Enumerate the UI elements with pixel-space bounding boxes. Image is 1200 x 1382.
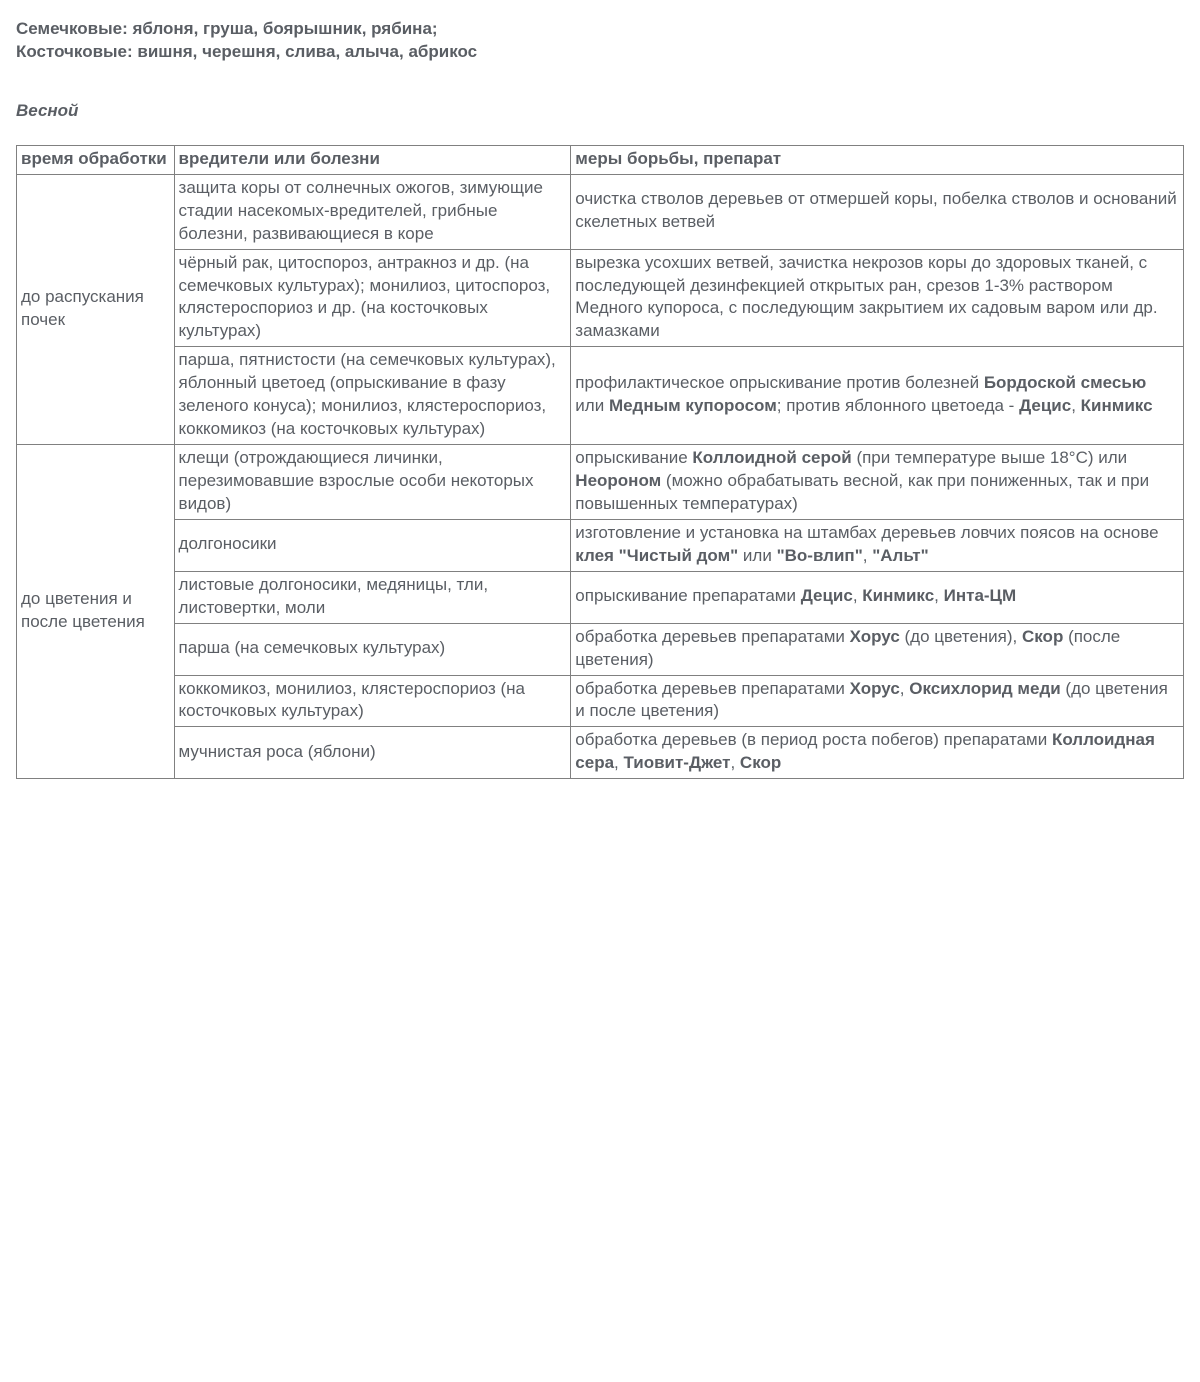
table-row: долгоносикиизготовление и установка на ш… bbox=[17, 519, 1184, 571]
cell-measures: изготовление и установка на штамбах дере… bbox=[571, 519, 1184, 571]
table-row: парша (на семечковых культурах)обработка… bbox=[17, 623, 1184, 675]
table-row: до цветения и после цветенияклещи (отрож… bbox=[17, 445, 1184, 520]
cell-time: до цветения и после цветения bbox=[17, 445, 175, 779]
cell-pests: парша, пятнистости (на семечковых культу… bbox=[174, 347, 571, 445]
table-group: до цветения и после цветенияклещи (отрож… bbox=[17, 445, 1184, 779]
cell-measures: опрыскивание препаратами Децис, Кинмикс,… bbox=[571, 571, 1184, 623]
col-pests-header: вредители или болезни bbox=[174, 145, 571, 174]
cell-measures: очистка стволов деревьев от отмершей кор… bbox=[571, 174, 1184, 249]
cell-measures: опрыскивание Коллоидной серой (при темпе… bbox=[571, 445, 1184, 520]
cell-pests: мучнистая роса (яблони) bbox=[174, 727, 571, 779]
table-row: коккомикоз, монилиоз, клястероспориоз (н… bbox=[17, 675, 1184, 727]
cell-pests: листовые долгоносики, медяницы, тли, лис… bbox=[174, 571, 571, 623]
treatment-table: время обработки вредители или болезни ме… bbox=[16, 145, 1184, 779]
intro-line-1: Семечковые: яблоня, груша, боярышник, ря… bbox=[16, 18, 1184, 41]
cell-pests: долгоносики bbox=[174, 519, 571, 571]
intro-block: Семечковые: яблоня, груша, боярышник, ря… bbox=[16, 18, 1184, 64]
cell-pests: защита коры от солнечных ожогов, зимующи… bbox=[174, 174, 571, 249]
cell-time: до распускания почек bbox=[17, 174, 175, 444]
cell-measures: профилактическое опрыскивание против бол… bbox=[571, 347, 1184, 445]
table-row: мучнистая роса (яблони)обработка деревье… bbox=[17, 727, 1184, 779]
cell-measures: обработка деревьев препаратами Хорус, Ок… bbox=[571, 675, 1184, 727]
cell-measures: обработка деревьев (в период роста побег… bbox=[571, 727, 1184, 779]
cell-pests: чёрный рак, цитоспороз, антракноз и др. … bbox=[174, 249, 571, 347]
table-group: до распускания почекзащита коры от солне… bbox=[17, 174, 1184, 444]
intro-line-2: Косточковые: вишня, черешня, слива, алыч… bbox=[16, 41, 1184, 64]
table-row: до распускания почекзащита коры от солне… bbox=[17, 174, 1184, 249]
table-row: листовые долгоносики, медяницы, тли, лис… bbox=[17, 571, 1184, 623]
table-header-row: время обработки вредители или болезни ме… bbox=[17, 145, 1184, 174]
cell-measures: вырезка усохших ветвей, зачистка некрозо… bbox=[571, 249, 1184, 347]
season-heading: Весной bbox=[16, 100, 1184, 123]
cell-pests: коккомикоз, монилиоз, клястероспориоз (н… bbox=[174, 675, 571, 727]
col-time-header: время обработки bbox=[17, 145, 175, 174]
table-row: парша, пятнистости (на семечковых культу… bbox=[17, 347, 1184, 445]
cell-pests: парша (на семечковых культурах) bbox=[174, 623, 571, 675]
cell-measures: обработка деревьев препаратами Хорус (до… bbox=[571, 623, 1184, 675]
table-header-body: время обработки вредители или болезни ме… bbox=[17, 145, 1184, 174]
cell-pests: клещи (отрождающиеся личинки, перезимова… bbox=[174, 445, 571, 520]
col-measures-header: меры борьбы, препарат bbox=[571, 145, 1184, 174]
table-row: чёрный рак, цитоспороз, антракноз и др. … bbox=[17, 249, 1184, 347]
